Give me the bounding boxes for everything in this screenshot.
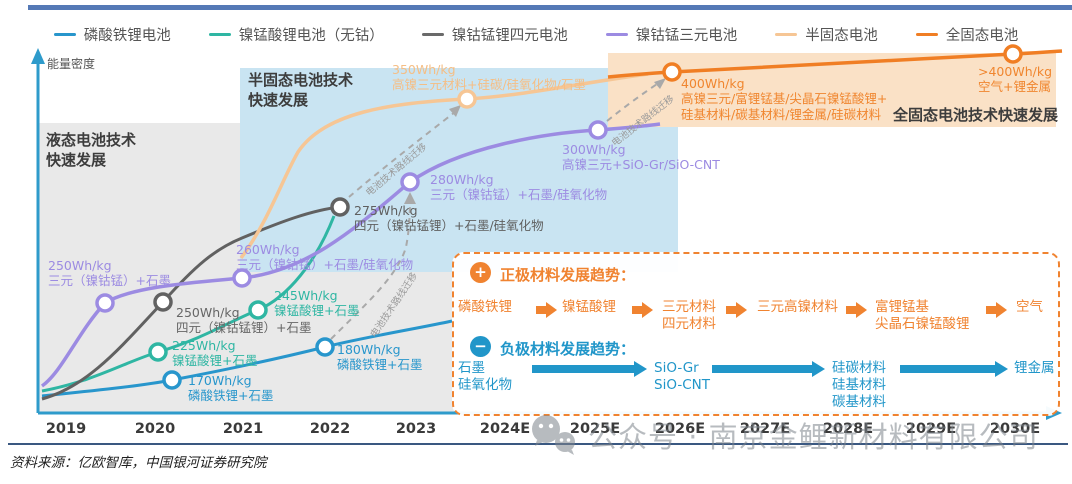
anode-item: SiO-Gr SiO-CNT <box>654 360 710 393</box>
legend-label: 半固态电池 <box>805 28 878 44</box>
quad-line-swatch <box>421 33 444 36</box>
legend-label: 全固态电池 <box>945 28 1019 44</box>
anode-trend-header: 负极材料发展趋势： <box>500 340 636 358</box>
x-tick-2019: 2019 <box>45 421 87 437</box>
region-title-semi-solid: 半固态电池技术 快速发展 <box>248 71 354 110</box>
arrow-right-icon <box>536 302 557 318</box>
plus-icon: + <box>470 262 491 283</box>
cathode-item: 磷酸铁锂 <box>458 299 512 315</box>
point-label-ncm-260: 260Wh/kg 三元（镍钴锰）+石墨/硅氧化物 <box>236 242 414 273</box>
anode-item: 石墨 硅氧化物 <box>458 360 512 393</box>
anode-item: 硅碳材料 硅基材料 碳基材料 <box>832 360 886 410</box>
watermark-text: 公众号 · 南京金鲤新材料有限公司 <box>588 420 1039 454</box>
x-tick-2029e: 2029E <box>905 421 957 437</box>
cathode-item: 三元材料 四元材料 <box>662 299 716 332</box>
x-tick-2024e: 2024E <box>479 421 531 437</box>
point-label-lfp-180: 180Wh/kg 磷酸铁锂+石墨 <box>337 342 423 373</box>
cathode-item: 镍锰酸锂 <box>562 299 616 315</box>
material-trend-box: + 正极材料发展趋势： 磷酸铁锂 镍锰酸锂 三元材料 四元材料 三元高镍材料 富… <box>452 252 1060 416</box>
watermark: 公众号 · 南京金鲤新材料有限公司 <box>528 414 1039 456</box>
anode-item: 锂金属 <box>1014 360 1055 376</box>
legend-item-semisolid: 半固态电池 <box>775 24 878 45</box>
y-axis-label: 能量密度 <box>47 57 96 71</box>
x-tick-2027e: 2027E <box>739 421 791 437</box>
semisolid-line-swatch <box>775 33 798 36</box>
point-label-solid-400: 400Wh/kg 高镍三元/富锂锰基/尖晶石镍锰酸锂+ 硅基材料/碳基材料/锂金… <box>681 76 888 122</box>
arrow-right-icon <box>712 361 825 377</box>
cathode-item: 空气 <box>1016 299 1043 315</box>
arrow-right-icon <box>532 361 647 377</box>
lnmo-line-swatch <box>208 33 231 36</box>
x-tick-2021: 2021 <box>222 421 264 437</box>
arrow-right-icon <box>726 302 747 318</box>
legend-item-allsolid: 全固态电池 <box>915 24 1019 45</box>
legend-label: 镍钴锰三元电池 <box>635 28 738 44</box>
cathode-item: 三元高镍材料 <box>757 299 838 315</box>
point-label-lnmo-225: 225Wh/kg 镍锰酸锂+石墨 <box>172 338 258 369</box>
arrow-right-icon <box>900 361 1008 377</box>
top-accent-bar <box>28 5 1072 10</box>
wechat-icon <box>532 415 575 455</box>
lfp-line-swatch <box>53 33 76 36</box>
region-title-liquid: 液态电池技术 快速发展 <box>46 131 137 170</box>
point-label-ncm-280: 280Wh/kg 三元（镍钴锰）+石墨/硅氧化物 <box>430 172 608 203</box>
legend-item-lfp: 磷酸铁锂电池 <box>53 24 171 45</box>
cathode-trend-header: 正极材料发展趋势： <box>500 266 636 284</box>
arrow-right-icon <box>632 302 653 318</box>
x-tick-2026e: 2026E <box>654 421 706 437</box>
point-label-ncm-300: 300Wh/kg 高镍三元+SiO-Gr/SiO-CNT <box>562 142 720 173</box>
x-tick-2030e: 2030E <box>989 421 1041 437</box>
legend-item-quad: 镍钴锰锂四元电池 <box>421 24 568 45</box>
x-tick-2028e: 2028E <box>822 421 874 437</box>
region-title-all-solid: 全固态电池技术快速发展 <box>893 106 1059 124</box>
allsolid-line-swatch <box>915 33 938 36</box>
legend-label: 磷酸铁锂电池 <box>83 28 171 44</box>
point-label-lnmo-245: 245Wh/kg 镍锰酸锂+石墨 <box>274 288 360 319</box>
x-tick-2022: 2022 <box>309 421 351 437</box>
ncm-line-swatch <box>605 33 628 36</box>
point-label-semi-350: 350Wh/kg 高镍三元材料+硅碳/硅氧化物/石墨 <box>392 62 586 93</box>
source-note: 资料来源：亿欧智库，中国银河证券研究院 <box>10 455 267 471</box>
legend-label: 镍钴锰锂四元电池 <box>451 28 568 44</box>
minus-icon: − <box>470 336 491 357</box>
arrow-right-icon <box>986 302 1007 318</box>
point-label-quad-275: 275Wh/kg 四元（镍钴锰锂）+石墨/硅氧化物 <box>354 203 544 234</box>
x-tick-2025e: 2025E <box>569 421 621 437</box>
arrow-right-icon <box>846 302 867 318</box>
x-tick-2020: 2020 <box>134 421 176 437</box>
legend-item-lnmo: 镍锰酸锂电池（无钴） <box>208 24 384 45</box>
legend-item-ncm: 镍钴锰三元电池 <box>605 24 738 45</box>
point-label-lfp-170: 170Wh/kg 磷酸铁锂+石墨 <box>188 373 274 404</box>
cathode-item: 富锂锰基 尖晶石镍锰酸锂 <box>875 299 970 332</box>
point-label-solid-gt400: >400Wh/kg 空气+锂金属 <box>978 64 1052 95</box>
legend-label: 镍锰酸锂电池（无钴） <box>238 28 384 44</box>
chart-legend: 磷酸铁锂电池 镍锰酸锂电池（无钴） 镍钴锰锂四元电池 镍钴锰三元电池 半固态电池… <box>0 24 1072 45</box>
point-label-ncm-250: 250Wh/kg 三元（镍钴锰）+石墨 <box>48 258 171 289</box>
x-tick-2023: 2023 <box>395 421 437 437</box>
